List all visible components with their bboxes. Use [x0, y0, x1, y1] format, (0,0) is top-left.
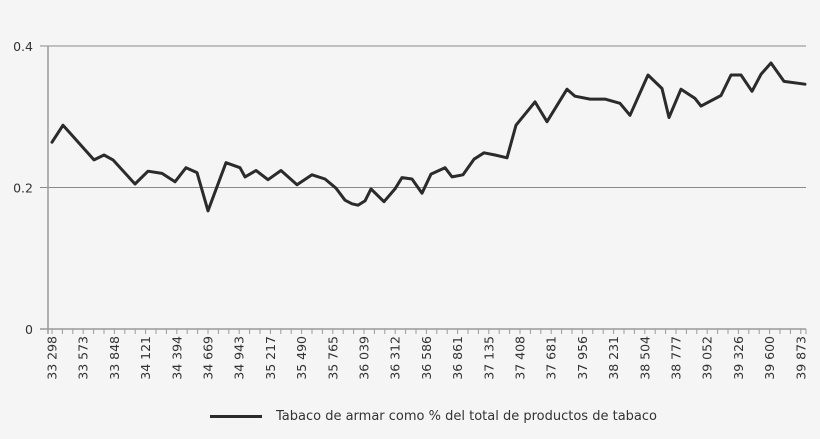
line-chart: 0 0.2 0.4 33 298 33 573 33 848 34 121 34 394 34…	[13, 39, 808, 380]
x-tick-label: 38 777	[669, 336, 684, 380]
x-tick-label: 33 848	[107, 336, 122, 380]
x-tick-label: 38 504	[637, 336, 652, 380]
x-tick-label: 34 121	[138, 336, 153, 380]
x-tick-label: 39 326	[731, 336, 746, 380]
x-tick-label: 38 231	[606, 336, 621, 380]
x-tick-label: 36 312	[388, 336, 403, 380]
legend-label: Tabaco de armar como % del total de prod…	[276, 409, 657, 424]
x-tick-label: 34 669	[201, 336, 216, 380]
x-tick-label: 36 039	[357, 336, 372, 380]
x-tick-label: 33 573	[76, 336, 91, 380]
x-tick-label: 35 490	[294, 336, 309, 380]
x-tick-label: 37 681	[544, 336, 559, 380]
x-tick-label: 39 052	[700, 336, 715, 380]
x-tick-label: 36 861	[450, 336, 465, 380]
x-tick-label: 34 943	[232, 336, 247, 380]
y-axis: 0 0.2 0.4	[13, 39, 49, 337]
x-tick-label: 37 135	[481, 336, 496, 380]
x-axis: 33 298 33 573 33 848 34 121 34 394 34 669 34 9…	[40, 328, 808, 380]
y-tick-label: 0.4	[13, 39, 33, 54]
x-tick-label: 39 873	[793, 336, 808, 380]
legend: Tabaco de armar como % del total de prod…	[210, 409, 657, 424]
x-tick-label: 35 217	[263, 336, 278, 380]
x-tick-label: 37 956	[575, 336, 590, 380]
y-tick-label: 0	[25, 322, 33, 337]
x-tick-label: 36 586	[419, 336, 434, 380]
y-tick-label: 0.2	[13, 181, 33, 196]
x-tick-label: 37 408	[513, 336, 528, 380]
x-tick-label: 35 765	[325, 336, 340, 380]
gridlines	[40, 45, 806, 188]
x-tick-label: 39 600	[762, 336, 777, 380]
x-tick-label: 33 298	[45, 336, 60, 380]
legend-line-icon	[210, 415, 262, 418]
x-tick-label: 34 394	[169, 336, 184, 380]
series-line	[50, 61, 807, 213]
